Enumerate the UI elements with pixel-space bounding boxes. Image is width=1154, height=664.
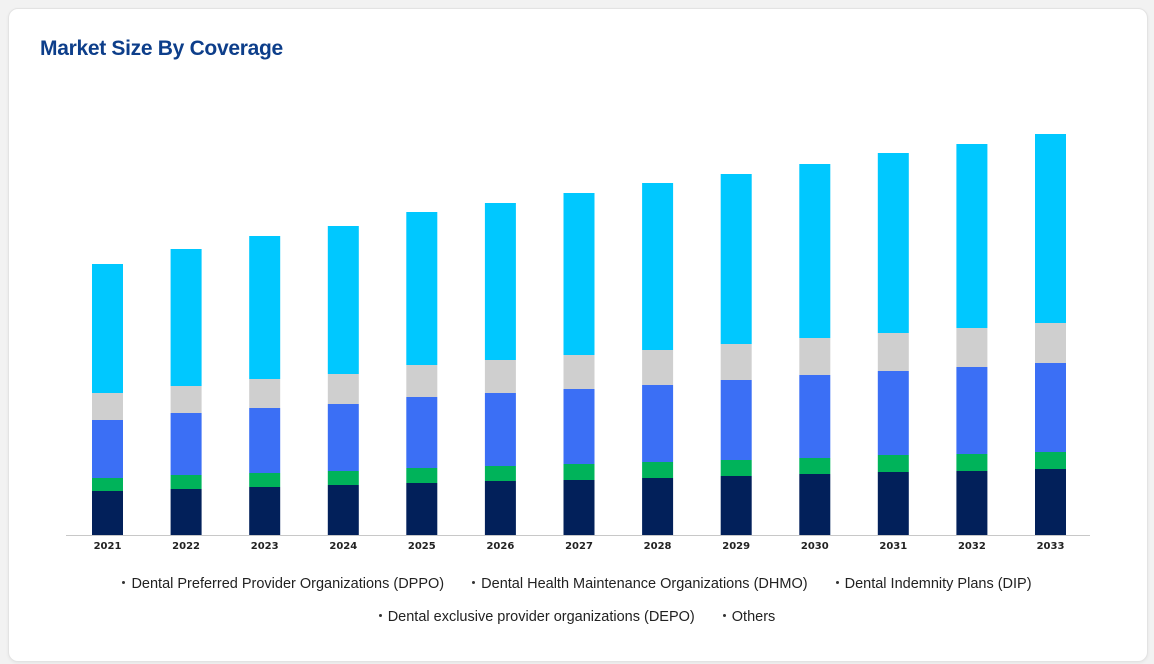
bar-segment-2022[interactable] xyxy=(170,413,202,475)
legend-label: Dental exclusive provider organizations … xyxy=(387,609,695,625)
page-title: Market Size By Coverage xyxy=(40,37,283,60)
bar-segment-2033[interactable] xyxy=(1035,363,1066,452)
bar-segment-2029[interactable] xyxy=(720,344,752,380)
bar-segment-2021[interactable] xyxy=(92,393,123,420)
bar-segment-2024[interactable] xyxy=(327,471,359,485)
bar-segment-2027[interactable] xyxy=(563,193,595,355)
bar-segment-2021[interactable] xyxy=(92,420,123,478)
bar-segment-2022[interactable] xyxy=(170,249,202,386)
bar-segment-2026[interactable] xyxy=(484,393,516,466)
legend: Dental Preferred Provider Organizations … xyxy=(20,568,1134,634)
x-tick-label: 2022 xyxy=(172,541,200,552)
bar-segment-2030[interactable] xyxy=(799,375,831,458)
bar-segment-2022[interactable] xyxy=(170,386,202,413)
legend-item-depo[interactable]: Dental exclusive provider organizations … xyxy=(378,601,695,634)
legend-label: Dental Indemnity Plans (DIP) xyxy=(844,576,1032,592)
bar-segment-2024[interactable] xyxy=(327,485,359,535)
x-tick-label: 2024 xyxy=(329,541,357,552)
x-tick-labels: 2021 2022 2023 2024 2025 2026 2027 2028 2029 2030… xyxy=(94,541,1065,552)
x-tick-label: 2027 xyxy=(565,541,593,552)
bar-segment-2023[interactable] xyxy=(249,487,281,535)
bar-segment-2023[interactable] xyxy=(249,236,281,379)
legend-label: Others xyxy=(731,609,776,625)
bar-segment-2029[interactable] xyxy=(720,174,752,344)
legend-label: Dental Preferred Provider Organizations … xyxy=(131,576,445,592)
bar-segment-2029[interactable] xyxy=(720,460,752,476)
legend-item-dhmo[interactable]: Dental Health Maintenance Organizations … xyxy=(472,568,808,601)
legend-item-dppo[interactable]: Dental Preferred Provider Organizations … xyxy=(122,568,444,601)
bar-segment-2033[interactable] xyxy=(1035,469,1066,535)
bar-segment-2029[interactable] xyxy=(720,380,752,460)
bullet-icon xyxy=(378,613,382,617)
legend-item-dip[interactable]: Dental Indemnity Plans (DIP) xyxy=(835,568,1032,601)
x-tick-label: 2026 xyxy=(486,541,514,552)
bar-segment-2025[interactable] xyxy=(406,483,438,535)
x-tick-label: 2031 xyxy=(879,541,907,552)
x-tick-label: 2021 xyxy=(94,541,122,552)
legend-item-others[interactable]: Others xyxy=(722,601,776,634)
bar-segment-2030[interactable] xyxy=(799,164,831,338)
bar-segment-2028[interactable] xyxy=(642,462,674,478)
bar-segment-2026[interactable] xyxy=(484,481,516,535)
bullet-icon xyxy=(122,580,126,584)
bar-segment-2032[interactable] xyxy=(956,328,988,367)
x-tick-label: 2023 xyxy=(251,541,279,552)
bar-segment-2027[interactable] xyxy=(563,355,595,389)
bar-segment-2023[interactable] xyxy=(249,473,281,487)
bullet-icon xyxy=(472,580,476,584)
bar-segment-2022[interactable] xyxy=(170,475,202,489)
bar-segment-2031[interactable] xyxy=(877,333,909,371)
bar-segment-2031[interactable] xyxy=(877,371,909,455)
x-tick-label: 2028 xyxy=(644,541,672,552)
bar-segment-2023[interactable] xyxy=(249,408,281,473)
bar-segment-2024[interactable] xyxy=(327,404,359,471)
bar-segment-2022[interactable] xyxy=(170,489,202,535)
bar-segment-2028[interactable] xyxy=(642,183,674,350)
bar-segment-2028[interactable] xyxy=(642,478,674,535)
bar-segment-2027[interactable] xyxy=(563,389,595,464)
bar-segment-2030[interactable] xyxy=(799,458,831,474)
bar-segment-2026[interactable] xyxy=(484,203,516,360)
bar-segment-2025[interactable] xyxy=(406,365,438,397)
bar-segment-2033[interactable] xyxy=(1035,134,1066,323)
bar-segment-2033[interactable] xyxy=(1035,452,1066,469)
bar-segment-2032[interactable] xyxy=(956,454,988,471)
x-tick-label: 2025 xyxy=(408,541,436,552)
bullet-icon xyxy=(722,613,726,617)
bars-group xyxy=(92,134,1066,535)
x-tick-label: 2033 xyxy=(1037,541,1065,552)
bar-segment-2031[interactable] xyxy=(877,455,909,472)
bar-segment-2026[interactable] xyxy=(484,466,516,481)
bar-segment-2024[interactable] xyxy=(327,226,359,374)
bar-segment-2021[interactable] xyxy=(92,264,123,393)
bar-segment-2033[interactable] xyxy=(1035,323,1066,363)
bar-segment-2031[interactable] xyxy=(877,153,909,333)
bar-segment-2030[interactable] xyxy=(799,338,831,375)
bullet-icon xyxy=(835,580,839,584)
bar-segment-2029[interactable] xyxy=(720,476,752,535)
bar-segment-2026[interactable] xyxy=(484,360,516,393)
x-tick-label: 2029 xyxy=(722,541,750,552)
bar-segment-2027[interactable] xyxy=(563,464,595,480)
bar-segment-2025[interactable] xyxy=(406,397,438,468)
bar-segment-2032[interactable] xyxy=(956,471,988,535)
bar-segment-2028[interactable] xyxy=(642,385,674,462)
bar-segment-2025[interactable] xyxy=(406,468,438,483)
bar-segment-2021[interactable] xyxy=(92,478,123,491)
bar-segment-2028[interactable] xyxy=(642,350,674,385)
x-tick-label: 2032 xyxy=(958,541,986,552)
bar-segment-2023[interactable] xyxy=(249,379,281,408)
x-tick-label: 2030 xyxy=(801,541,829,552)
bar-segment-2027[interactable] xyxy=(563,480,595,535)
bar-segment-2032[interactable] xyxy=(956,367,988,454)
bar-segment-2025[interactable] xyxy=(406,212,438,365)
bar-segment-2021[interactable] xyxy=(92,491,123,535)
bar-segment-2030[interactable] xyxy=(799,474,831,535)
legend-label: Dental Health Maintenance Organizations … xyxy=(481,576,808,592)
bar-segment-2032[interactable] xyxy=(956,144,988,328)
bar-segment-2031[interactable] xyxy=(877,472,909,535)
bar-segment-2024[interactable] xyxy=(327,374,359,404)
